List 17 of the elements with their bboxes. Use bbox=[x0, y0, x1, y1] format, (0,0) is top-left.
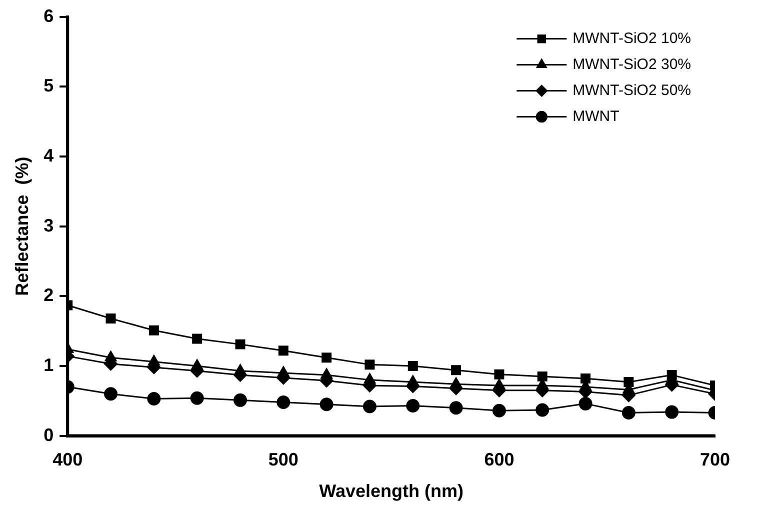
y-tick-label: 0 bbox=[44, 424, 54, 445]
x-tick-label: 600 bbox=[484, 450, 514, 470]
y-tick-label: 2 bbox=[44, 285, 54, 306]
y-tick-label: 5 bbox=[44, 76, 54, 96]
y-axis-title: Reflectance (%) bbox=[12, 156, 32, 296]
y-tick-label: 3 bbox=[44, 215, 54, 236]
x-tick-label: 500 bbox=[268, 450, 298, 470]
legend-label: MWNT-SiO2 50% bbox=[572, 82, 692, 99]
legend-label: MWNT-SiO2 10% bbox=[572, 30, 692, 47]
legend-label: MWNT-SiO2 30% bbox=[572, 56, 692, 73]
y-tick-label: 1 bbox=[44, 354, 54, 375]
y-tick-label: 6 bbox=[44, 6, 54, 26]
x-axis-title: Wavelength (nm) bbox=[319, 481, 464, 502]
x-tick-label: 400 bbox=[52, 450, 83, 470]
x-tick-label: 700 bbox=[700, 450, 730, 470]
legend-label: MWNT bbox=[572, 108, 620, 125]
y-tick-label: 4 bbox=[44, 145, 54, 166]
